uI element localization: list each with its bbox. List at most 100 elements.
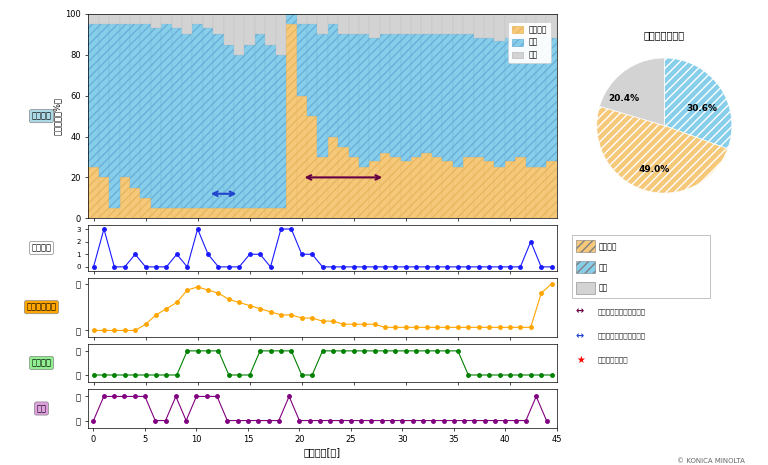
Text: 発話比率: 発話比率 [31,112,51,120]
Bar [234,208,244,218]
Bar [369,161,380,218]
Text: 49.0%: 49.0% [638,165,670,174]
Text: ★: ★ [131,231,140,240]
Bar [328,24,338,137]
Bar [193,14,203,24]
Bar [223,208,234,218]
Bar [442,14,452,34]
Bar [422,153,432,218]
Bar [495,167,505,218]
Bar [161,24,171,208]
Bar [463,34,474,157]
Bar [317,14,328,34]
Text: 板書: 板書 [36,404,47,413]
Bar [223,14,234,45]
Bar [422,34,432,153]
Bar [401,14,411,34]
Bar [380,153,390,218]
Text: 無音: 無音 [599,284,608,293]
Bar [99,24,109,178]
Bar [536,34,546,167]
Bar [411,34,422,157]
Bar [276,208,286,218]
Bar [171,28,182,208]
Bar [515,39,525,157]
Bar [515,157,525,218]
Bar [296,24,307,96]
Bar [390,34,401,157]
Bar [401,161,411,218]
Bar [359,14,369,34]
Bar [193,24,203,208]
Bar [307,24,317,116]
Bar [495,14,505,40]
Bar [296,14,307,24]
Bar [255,208,265,218]
Bar [474,14,484,39]
Bar [328,14,338,24]
Bar [452,167,463,218]
Text: 機関指導: 機関指導 [31,359,51,367]
Bar [369,14,380,39]
Bar [203,14,214,28]
Text: ★: ★ [151,231,161,240]
Text: ★: ★ [100,231,108,240]
Bar [99,14,109,24]
Bar [141,14,151,24]
Bar [338,34,349,147]
Bar [130,187,141,218]
Bar [88,14,99,24]
Text: 30.6%: 30.6% [686,104,717,113]
Text: 児童生徒: 児童生徒 [599,242,617,251]
Bar [349,157,359,218]
Text: 先生: 先生 [599,263,608,272]
Wedge shape [600,58,664,126]
Bar [359,167,369,218]
X-axis label: 経過時間[分]: 経過時間[分] [304,447,341,457]
Bar [474,157,484,218]
Bar [255,34,265,208]
Bar [390,14,401,34]
Bar [203,208,214,218]
Bar [234,55,244,208]
Bar [193,208,203,218]
Bar [182,34,193,208]
Bar [390,157,401,218]
Title: 全体の発話比率: 全体の発話比率 [644,30,685,40]
Bar [120,24,130,178]
Bar [109,24,120,208]
Bar [536,14,546,34]
Bar [286,24,296,218]
Bar [338,14,349,34]
Bar [141,198,151,218]
Bar [546,161,557,218]
Bar [432,34,442,157]
Bar [214,34,223,208]
Bar [463,157,474,218]
Bar [317,157,328,218]
Bar [546,39,557,161]
Text: 20.4%: 20.4% [608,94,639,103]
Bar [161,14,171,24]
Wedge shape [664,58,732,149]
Text: 児童生徒同士の意見交流: 児童生徒同士の意見交流 [598,308,646,315]
Bar [296,96,307,218]
Bar [505,14,515,39]
Bar [88,167,99,218]
Bar [141,24,151,198]
Bar [484,39,495,161]
Bar [88,24,99,167]
Bar [525,14,536,40]
Bar [244,208,255,218]
Bar [411,157,422,218]
Bar [505,161,515,218]
Bar [317,34,328,157]
Bar [463,14,474,34]
Text: ★: ★ [256,231,264,240]
Bar [359,34,369,167]
Bar [369,39,380,161]
Bar [265,208,276,218]
Bar [380,14,390,34]
Text: 挙手人数: 挙手人数 [31,244,51,252]
Bar [422,14,432,34]
